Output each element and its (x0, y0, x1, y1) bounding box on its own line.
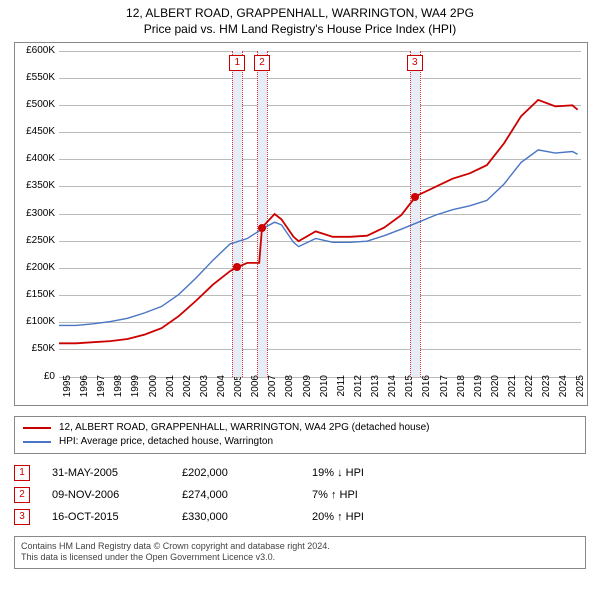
attribution-footer: Contains HM Land Registry data © Crown c… (14, 536, 586, 569)
x-axis-tick: 2004 (216, 375, 218, 403)
legend-label: 12, ALBERT ROAD, GRAPPENHALL, WARRINGTON… (59, 422, 430, 433)
x-axis-tick: 1999 (130, 375, 132, 403)
sale-badge: 1 (14, 465, 30, 481)
x-axis-tick: 2020 (490, 375, 492, 403)
sale-badge: 2 (14, 487, 30, 503)
x-axis-tick: 2012 (353, 375, 355, 403)
x-axis-tick: 2024 (558, 375, 560, 403)
sale-badge: 3 (14, 509, 30, 525)
sale-date: 16-OCT-2015 (52, 511, 182, 523)
sale-price: £274,000 (182, 489, 312, 501)
series-line (59, 99, 578, 342)
y-axis-tick: £550K (15, 72, 55, 83)
x-axis-tick: 2013 (370, 375, 372, 403)
y-axis-tick: £200K (15, 262, 55, 273)
legend-swatch (23, 441, 51, 443)
x-axis-tick: 2001 (165, 375, 167, 403)
x-axis-tick: 2005 (233, 375, 235, 403)
page-title: 12, ALBERT ROAD, GRAPPENHALL, WARRINGTON… (10, 6, 590, 22)
sales-table: 1 31-MAY-2005£202,00019% ↓ HPI 2 09-NOV-200… (14, 462, 586, 528)
y-axis-tick: £150K (15, 289, 55, 300)
x-axis-tick: 2015 (404, 375, 406, 403)
x-axis-tick: 1995 (62, 375, 64, 403)
legend: 12, ALBERT ROAD, GRAPPENHALL, WARRINGTON… (14, 416, 586, 454)
legend-row: HPI: Average price, detached house, Warr… (23, 435, 577, 449)
sale-date: 09-NOV-2006 (52, 489, 182, 501)
y-axis-tick: £600K (15, 45, 55, 56)
x-axis-tick: 2009 (302, 375, 304, 403)
sale-row: 1 31-MAY-2005£202,00019% ↓ HPI (14, 462, 586, 484)
sale-row: 2 09-NOV-2006£274,0007% ↑ HPI (14, 484, 586, 506)
footer-line: This data is licensed under the Open Gov… (21, 552, 579, 564)
sale-row: 3 16-OCT-2015£330,00020% ↑ HPI (14, 506, 586, 528)
x-axis-tick: 2025 (575, 375, 577, 403)
x-axis-tick: 2011 (336, 375, 338, 403)
x-axis-tick: 2017 (439, 375, 441, 403)
page-subtitle: Price paid vs. HM Land Registry's House … (10, 22, 590, 36)
y-axis-tick: £500K (15, 99, 55, 110)
x-axis-tick: 2010 (319, 375, 321, 403)
sale-point-icon (411, 193, 419, 201)
sale-price: £330,000 (182, 511, 312, 523)
sale-diff: 19% ↓ HPI (312, 467, 432, 479)
y-axis-tick: £250K (15, 235, 55, 246)
legend-row: 12, ALBERT ROAD, GRAPPENHALL, WARRINGTON… (23, 421, 577, 435)
x-axis-tick: 1996 (79, 375, 81, 403)
x-axis-tick: 2021 (507, 375, 509, 403)
y-axis-tick: £100K (15, 316, 55, 327)
y-axis-tick: £0 (15, 371, 55, 382)
x-axis-tick: 1997 (96, 375, 98, 403)
legend-label: HPI: Average price, detached house, Warr… (59, 436, 273, 447)
sale-diff: 7% ↑ HPI (312, 489, 432, 501)
x-axis-tick: 2019 (473, 375, 475, 403)
series-line (59, 149, 578, 325)
y-axis-tick: £450K (15, 126, 55, 137)
sale-diff: 20% ↑ HPI (312, 511, 432, 523)
sale-point-icon (233, 263, 241, 271)
x-axis-tick: 2008 (284, 375, 286, 403)
x-axis-tick: 1998 (113, 375, 115, 403)
sale-price: £202,000 (182, 467, 312, 479)
x-axis-tick: 2022 (524, 375, 526, 403)
x-axis-tick: 2006 (250, 375, 252, 403)
y-axis-tick: £300K (15, 208, 55, 219)
x-axis-tick: 2014 (387, 375, 389, 403)
y-axis-tick: £400K (15, 153, 55, 164)
legend-swatch (23, 427, 51, 429)
x-axis-tick: 2002 (182, 375, 184, 403)
price-chart: £0 £50K £100K £150K £200K £250K £300K £350K £400… (14, 42, 588, 406)
sale-point-icon (258, 224, 266, 232)
x-axis-tick: 2023 (541, 375, 543, 403)
x-axis-tick: 2016 (421, 375, 423, 403)
sale-date: 31-MAY-2005 (52, 467, 182, 479)
footer-line: Contains HM Land Registry data © Crown c… (21, 541, 579, 553)
x-axis-tick: 2003 (199, 375, 201, 403)
y-axis-tick: £50K (15, 343, 55, 354)
x-axis-tick: 2007 (267, 375, 269, 403)
x-axis-tick: 2018 (456, 375, 458, 403)
y-axis-tick: £350K (15, 180, 55, 191)
x-axis-tick: 2000 (148, 375, 150, 403)
